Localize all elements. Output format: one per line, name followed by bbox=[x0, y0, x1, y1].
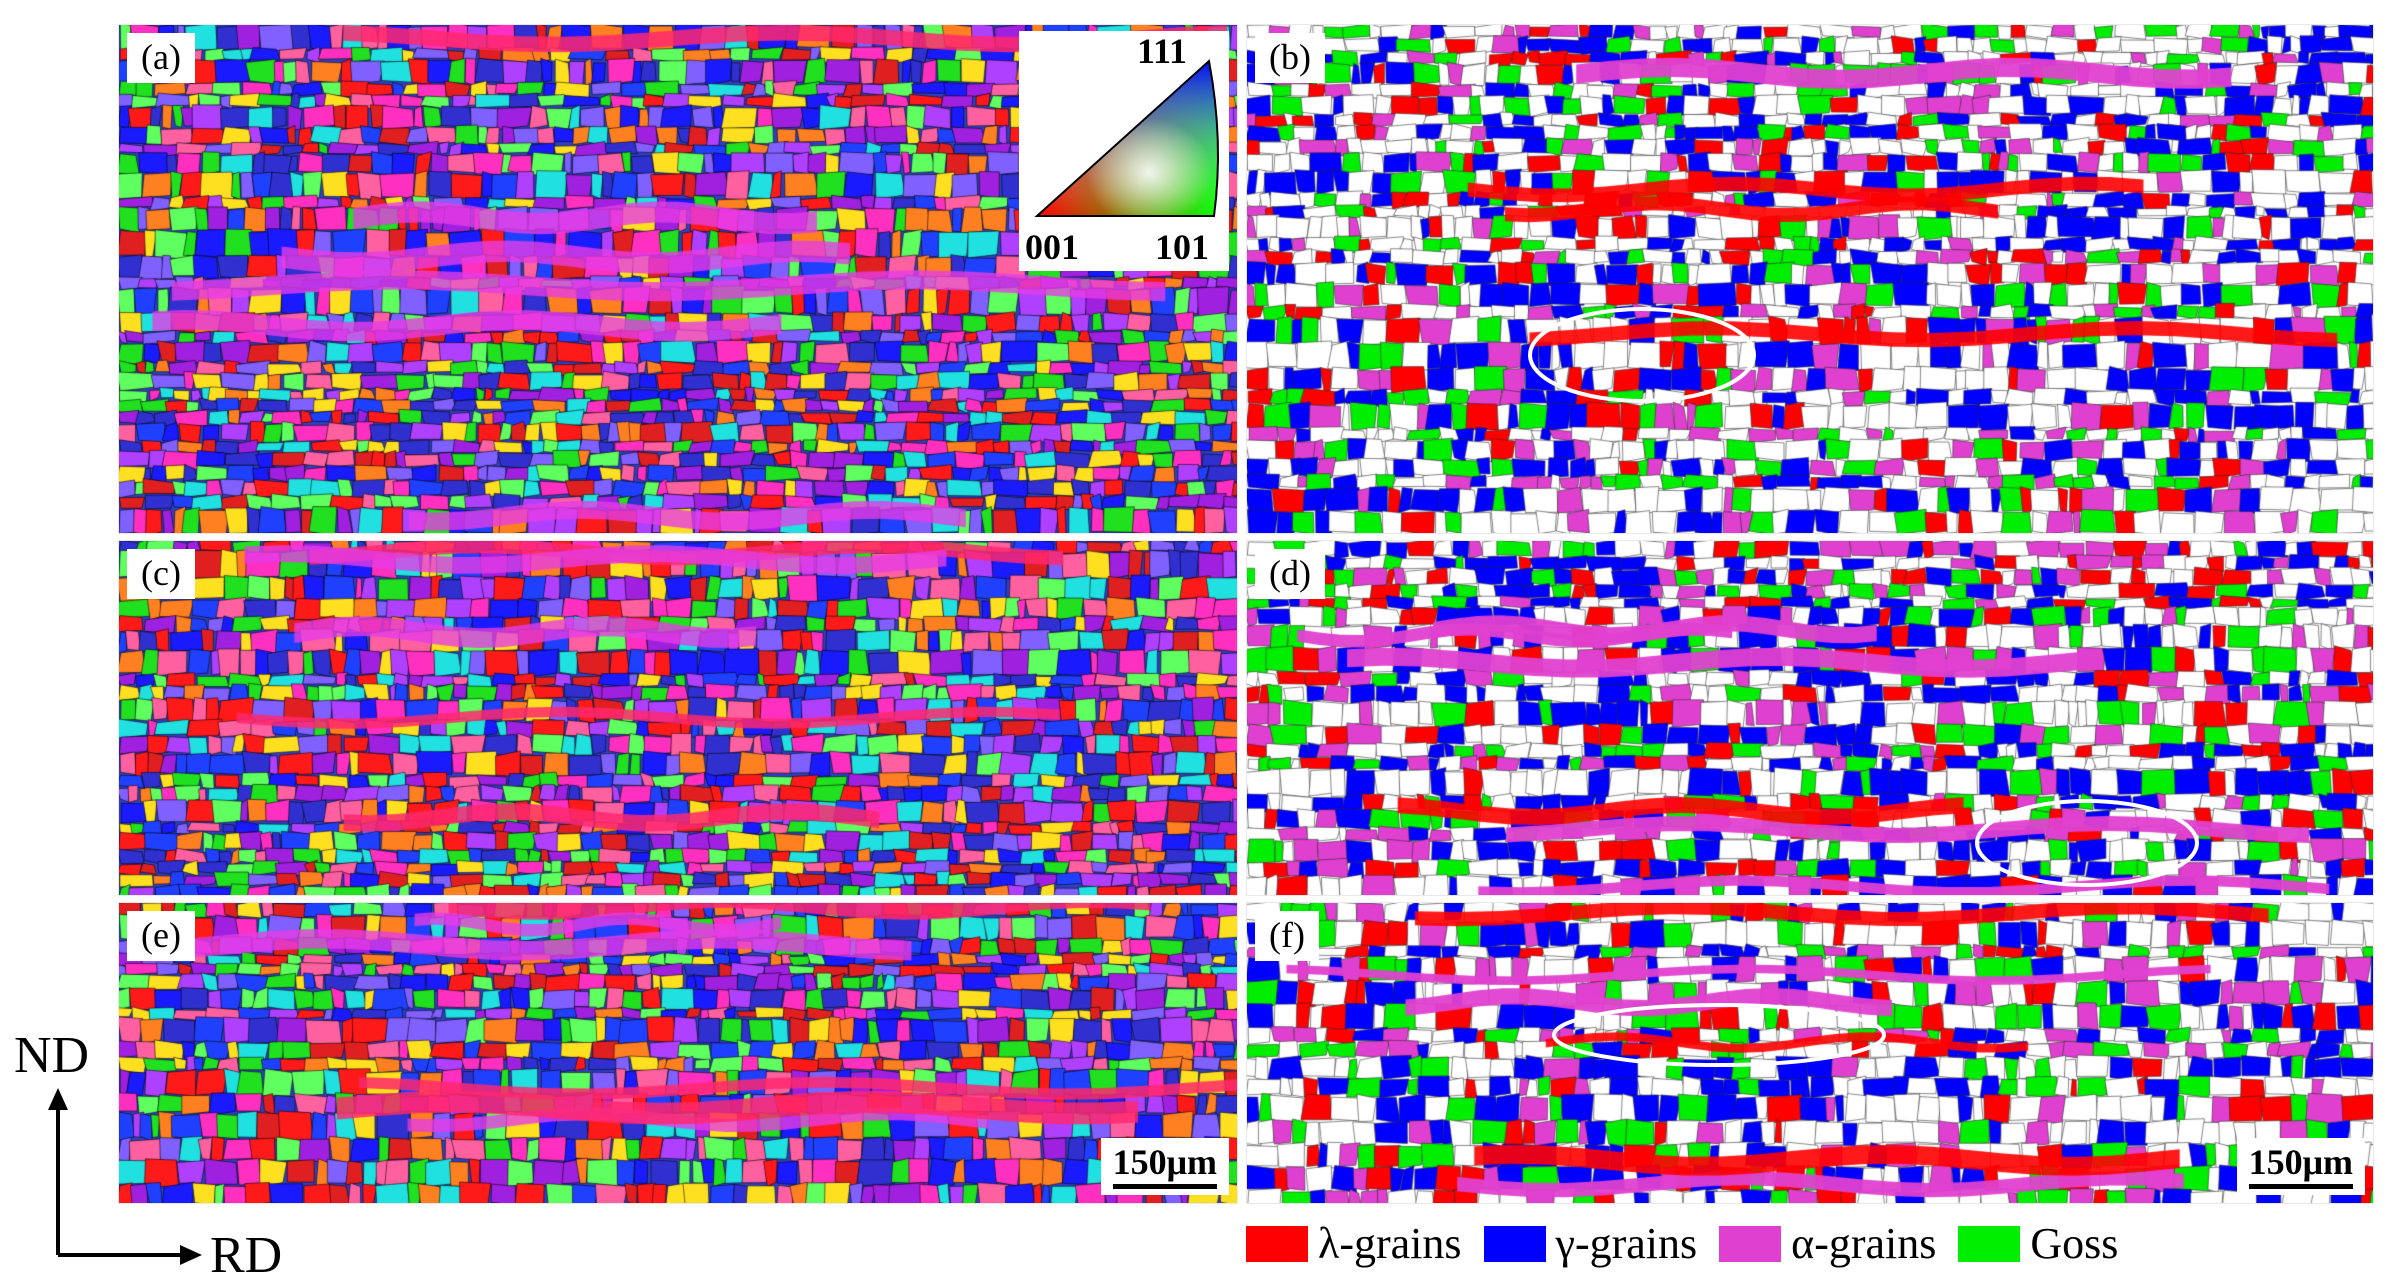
scale-bar: 150μm bbox=[2236, 1138, 2365, 1195]
ipf-label-001: 001 bbox=[1025, 227, 1079, 267]
ipf-label-111: 111 bbox=[1137, 31, 1188, 71]
panel-label: (a) bbox=[127, 33, 195, 83]
legend-swatch-alpha bbox=[1719, 1226, 1782, 1262]
legend-label-gamma: γ-grains bbox=[1555, 1219, 1698, 1268]
ipf-label-101: 101 bbox=[1155, 227, 1209, 267]
highlight-ellipse bbox=[1528, 307, 1756, 403]
axis-label-nd: ND bbox=[14, 1027, 90, 1084]
legend-label-goss: Goss bbox=[2030, 1219, 2119, 1268]
legend-swatch-lambda bbox=[1246, 1226, 1308, 1262]
legend-label-lambda: λ-grains bbox=[1318, 1219, 1462, 1268]
axis-label-rd: RD bbox=[210, 1227, 283, 1284]
panel-c-ipf-map: (c) bbox=[118, 540, 1238, 896]
legend-label-alpha: α-grains bbox=[1791, 1219, 1937, 1268]
panel-b-texture-map: (b) bbox=[1246, 24, 2374, 534]
ipf-map-canvas bbox=[119, 903, 1237, 1203]
panel-a-ipf-map: (a) 111 001 1 bbox=[118, 24, 1238, 534]
texture-map-canvas bbox=[1247, 25, 2373, 533]
panel-label: (f) bbox=[1255, 911, 1319, 961]
scale-bar-line bbox=[2248, 1184, 2353, 1189]
axis-arrows-icon bbox=[48, 1088, 202, 1265]
ipf-color-key: 111 001 101 bbox=[1019, 31, 1229, 271]
legend-swatch-goss bbox=[1958, 1226, 2021, 1262]
legend-swatch-gamma bbox=[1483, 1226, 1546, 1262]
panel-label: (d) bbox=[1255, 549, 1325, 599]
texture-map-canvas bbox=[1247, 903, 2373, 1203]
scale-bar-line bbox=[1112, 1184, 1217, 1189]
coordinate-axes: ND RD bbox=[0, 1030, 320, 1285]
texture-map-canvas bbox=[1247, 541, 2373, 895]
panel-label: (c) bbox=[127, 549, 195, 599]
panel-d-texture-map: (d) bbox=[1246, 540, 2374, 896]
scale-bar-label: 150μm bbox=[2248, 1142, 2353, 1182]
panel-f-texture-map: (f) 150μm bbox=[1246, 902, 2374, 1204]
ipf-map-canvas bbox=[119, 541, 1237, 895]
highlight-ellipse bbox=[1975, 799, 2199, 887]
texture-legend: λ-grains γ-grains α-grains Goss bbox=[1246, 1222, 2140, 1266]
highlight-ellipse bbox=[1552, 1003, 1886, 1067]
scale-bar: 150μm bbox=[1100, 1138, 1229, 1195]
ipf-triangle-icon bbox=[1034, 59, 1219, 217]
panel-label: (e) bbox=[127, 911, 195, 961]
scale-bar-label: 150μm bbox=[1112, 1142, 1217, 1182]
panel-label: (b) bbox=[1255, 33, 1325, 83]
panel-e-ipf-map: (e) 150μm bbox=[118, 902, 1238, 1204]
